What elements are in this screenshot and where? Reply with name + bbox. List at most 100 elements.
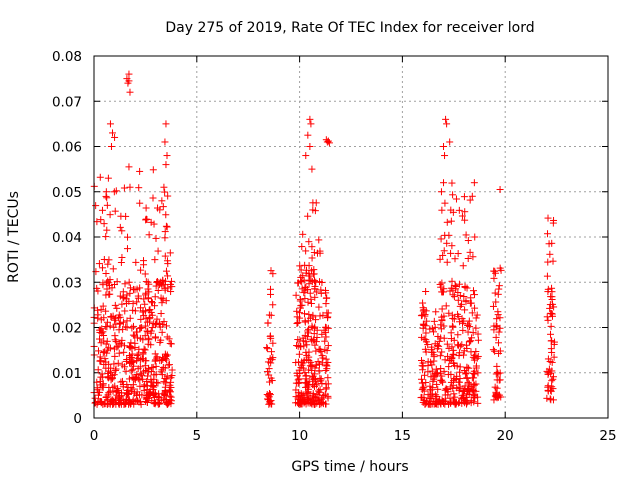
data-point [492, 322, 500, 330]
data-point [431, 400, 439, 408]
axis-ticks: 0 5 10 15 20 25 0 0.01 0.02 0.03 0.04 0.05 0.06 0.07 0… [52, 49, 617, 444]
data-point [300, 289, 308, 297]
data-point [447, 378, 455, 386]
data-point [457, 300, 465, 308]
data-point [454, 250, 462, 258]
data-point [109, 129, 117, 137]
data-point [317, 289, 325, 297]
data-point [104, 391, 112, 399]
data-point [495, 328, 503, 336]
data-point [303, 341, 311, 349]
data-point [435, 337, 443, 345]
data-point [100, 255, 108, 263]
data-point [142, 204, 150, 212]
data-point [164, 361, 172, 369]
data-point [311, 293, 319, 301]
data-point [433, 341, 441, 349]
data-point [162, 211, 170, 219]
data-point [158, 328, 166, 336]
data-point [447, 383, 455, 391]
data-point [437, 325, 445, 333]
data-point [155, 393, 163, 401]
y-tick-label: 0.03 [52, 275, 82, 291]
data-point [468, 309, 476, 317]
data-point [447, 249, 455, 257]
data-point [164, 260, 172, 268]
data-point [97, 306, 105, 314]
data-point [420, 383, 428, 391]
data-point [305, 310, 313, 318]
data-point [315, 387, 323, 395]
data-point [107, 143, 115, 150]
data-point [449, 351, 457, 359]
data-point [322, 355, 330, 363]
data-point [97, 357, 105, 365]
data-point [438, 279, 446, 287]
x-axis-label: GPS time / hours [291, 459, 408, 475]
data-point [544, 230, 552, 238]
data-point [130, 358, 138, 366]
data-point [263, 368, 271, 376]
data-point [310, 375, 318, 383]
y-tick-label: 0 [73, 411, 82, 427]
data-point [160, 318, 168, 326]
data-point [103, 201, 111, 209]
data-point [126, 398, 134, 406]
data-point [308, 243, 316, 251]
data-point [116, 319, 124, 327]
data-point [150, 371, 158, 379]
data-point [318, 352, 326, 360]
data-point [419, 307, 427, 315]
data-point [134, 397, 142, 405]
data-point [158, 357, 166, 365]
data-point [295, 378, 303, 386]
data-point [129, 381, 137, 389]
data-point [140, 295, 148, 303]
y-tick-label: 0.02 [52, 321, 82, 337]
data-point [141, 332, 149, 340]
data-point [448, 311, 456, 319]
data-point [426, 325, 434, 333]
data-point [546, 395, 554, 403]
data-point [99, 328, 107, 336]
data-point [547, 322, 555, 330]
data-point [495, 349, 503, 357]
data-point [126, 88, 134, 96]
data-point [547, 310, 555, 318]
data-point [544, 214, 552, 222]
data-point [126, 284, 134, 292]
data-point [324, 313, 332, 321]
data-point [265, 371, 273, 379]
data-point [447, 329, 455, 337]
data-point [313, 288, 321, 296]
data-point [150, 220, 158, 228]
data-point [450, 398, 458, 406]
data-point [456, 292, 464, 300]
data-point [442, 385, 450, 393]
data-point [308, 165, 316, 173]
data-point [293, 342, 301, 350]
data-point [104, 260, 112, 268]
data-point [307, 120, 315, 128]
data-point [303, 379, 311, 387]
data-point [448, 322, 456, 330]
data-point [138, 371, 146, 379]
data-point [131, 332, 139, 340]
data-point [470, 374, 478, 382]
data-point [116, 313, 124, 321]
data-point [296, 400, 304, 408]
data-point [146, 314, 154, 322]
data-point [444, 371, 452, 379]
data-point [450, 293, 458, 301]
data-point [316, 386, 324, 394]
data-point [316, 312, 324, 320]
data-point [443, 120, 451, 128]
data-point [292, 359, 300, 367]
data-point [144, 372, 152, 380]
data-point [302, 283, 310, 291]
data-point [450, 359, 458, 367]
data-point [324, 137, 332, 145]
data-point [302, 247, 310, 255]
data-point [139, 375, 147, 383]
data-point [100, 332, 108, 340]
